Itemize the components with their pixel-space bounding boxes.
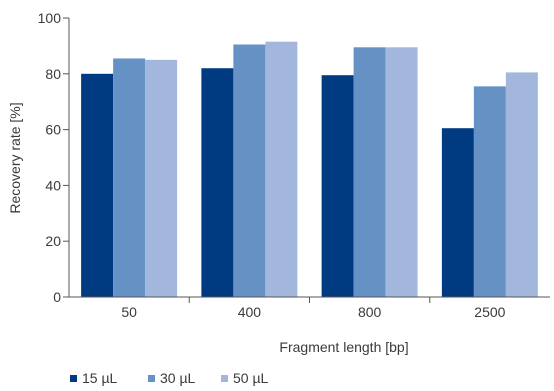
- bar: [233, 44, 266, 297]
- bars-group: [81, 41, 538, 298]
- y-tick-label: 20: [45, 233, 61, 249]
- y-tick-label: 40: [45, 177, 61, 193]
- x-tick-label: 2500: [474, 304, 505, 320]
- x-ticks-group: 50 400 800 2500: [121, 297, 506, 320]
- legend-swatch: [70, 375, 77, 382]
- bar: [265, 41, 298, 298]
- y-tick-label: 100: [38, 10, 62, 26]
- y-axis-title: Recovery rate [%]: [7, 102, 23, 213]
- x-tick-label: 50: [121, 304, 137, 320]
- legend-label: 30 µL: [160, 370, 196, 386]
- bar: [201, 68, 234, 297]
- bar: [473, 86, 506, 297]
- x-tick-label: 800: [358, 304, 382, 320]
- legend-label: 15 µL: [82, 370, 118, 386]
- bar: [505, 72, 538, 297]
- bar: [353, 47, 386, 297]
- bar: [321, 75, 354, 297]
- x-axis-title: Fragment length [bp]: [279, 339, 408, 355]
- legend: 15 µL 30 µL 50 µL: [70, 370, 269, 386]
- y-tick-label: 60: [45, 122, 61, 138]
- legend-label: 50 µL: [233, 370, 269, 386]
- y-tick-label: 0: [53, 289, 61, 305]
- y-ticks-group: 0 20 40 60 80 100: [38, 10, 69, 305]
- bar: [385, 47, 418, 297]
- bar: [113, 58, 146, 297]
- bar: [441, 128, 474, 297]
- bar: [81, 73, 114, 297]
- legend-swatch: [148, 375, 155, 382]
- y-tick-label: 80: [45, 66, 61, 82]
- bar: [145, 59, 178, 297]
- legend-swatch: [221, 375, 228, 382]
- x-tick-label: 400: [238, 304, 262, 320]
